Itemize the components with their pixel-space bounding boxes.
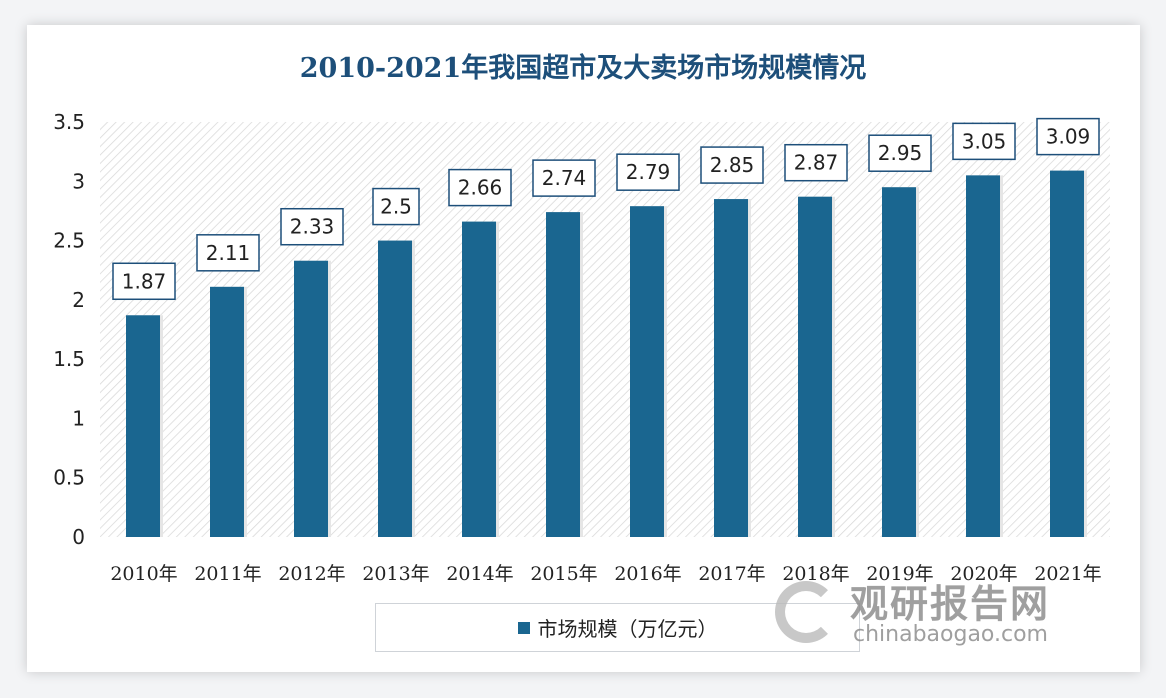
legend-label: 市场规模（万亿元）	[537, 617, 718, 641]
watermark: 观研报告网 chinabaogao.com	[775, 573, 1050, 647]
data-label-box	[280, 207, 344, 246]
data-label: 3.09	[1046, 125, 1091, 149]
data-label-box	[372, 187, 420, 226]
legend: 市场规模（万亿元）	[375, 603, 860, 652]
y-tick-label: 0.5	[53, 466, 85, 490]
data-label-box	[700, 146, 764, 184]
bar	[714, 199, 748, 538]
bar	[294, 260, 328, 537]
x-tick-label: 2016年	[614, 563, 681, 585]
data-label: 2.5	[380, 195, 412, 219]
data-label: 2.85	[710, 153, 755, 177]
y-tick-label: 3	[72, 169, 85, 193]
y-tick-label: 2	[72, 288, 85, 312]
data-label-box	[1036, 117, 1100, 156]
data-label: 1.87	[122, 269, 167, 293]
x-tick-label: 2018年	[782, 563, 849, 585]
data-label-box	[196, 234, 260, 272]
legend-swatch	[517, 621, 530, 634]
bar	[882, 187, 916, 537]
chart-title: 2010-2021年我国超市及大卖场市场规模情况	[299, 53, 867, 84]
bar	[210, 286, 244, 537]
data-label: 2.79	[626, 160, 671, 184]
bar	[798, 196, 832, 537]
data-label: 2.87	[794, 151, 839, 175]
y-tick-label: 2.5	[53, 229, 85, 253]
bar	[1050, 170, 1084, 537]
bar	[378, 240, 412, 538]
x-tick-label: 2021年	[1034, 563, 1101, 585]
watermark-cn: 观研报告网	[850, 582, 1051, 626]
data-label: 2.74	[542, 166, 587, 190]
x-tick-label: 2017年	[698, 563, 765, 585]
x-tick-label: 2013年	[362, 563, 429, 585]
watermark-logo-icon	[775, 581, 837, 643]
data-label-box	[784, 143, 848, 182]
watermark-en: chinabaogao.com	[853, 622, 1048, 647]
data-label: 2.11	[206, 241, 251, 265]
bar	[546, 212, 580, 537]
data-label-box	[532, 159, 596, 197]
x-tick-label: 2019年	[866, 563, 933, 585]
data-label-box	[448, 168, 512, 207]
bar	[630, 206, 664, 537]
plot-area	[100, 122, 1110, 537]
x-tick-label: 2010年	[110, 563, 177, 585]
bar	[462, 221, 496, 537]
x-tick-label: 2012年	[278, 563, 345, 585]
data-label-box	[868, 134, 932, 172]
y-tick-label: 1	[72, 406, 85, 430]
y-tick-label: 3.5	[53, 110, 85, 134]
data-label: 3.05	[962, 129, 1007, 153]
data-label: 2.33	[290, 215, 335, 239]
data-label-box	[112, 262, 176, 301]
data-label: 2.66	[458, 176, 503, 200]
x-tick-label: 2020年	[950, 563, 1017, 585]
data-label-box	[616, 153, 680, 191]
x-tick-label: 2015年	[530, 563, 597, 585]
x-tick-label: 2014年	[446, 563, 513, 585]
bar	[126, 315, 160, 537]
data-label: 2.95	[878, 141, 923, 165]
bar	[966, 175, 1000, 537]
data-label-box	[952, 122, 1016, 161]
y-tick-label: 0	[72, 525, 85, 549]
y-tick-label: 1.5	[53, 347, 85, 371]
x-tick-label: 2011年	[194, 563, 261, 585]
